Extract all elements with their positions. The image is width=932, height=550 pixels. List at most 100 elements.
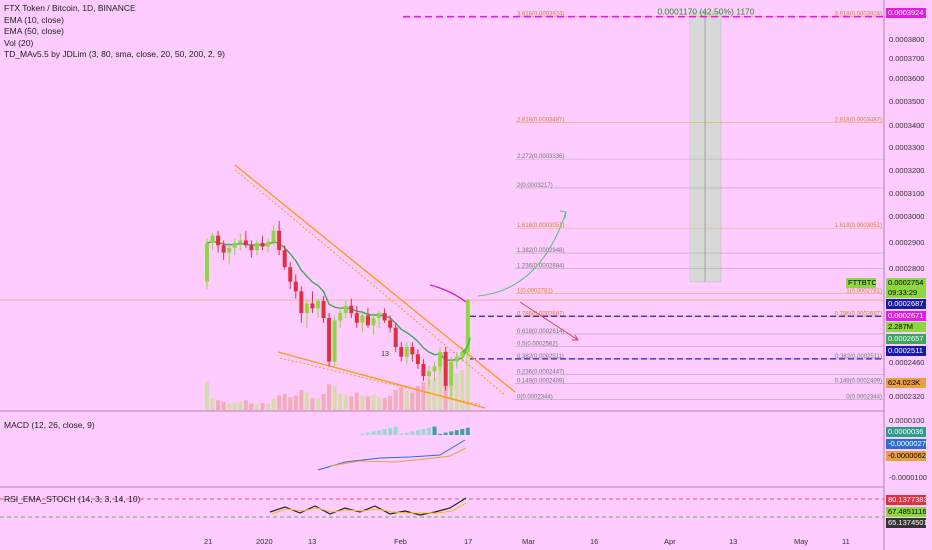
date-axis-tick: 11 xyxy=(842,537,850,546)
candle-body xyxy=(432,366,437,372)
candle-body xyxy=(316,301,320,309)
price-tag: 624.023K xyxy=(886,378,926,388)
candle-body xyxy=(382,313,387,321)
price-axis-tick: 0.0003100 xyxy=(889,189,925,198)
candle-body xyxy=(327,317,332,362)
fib-label: 0.786(0.0002687) xyxy=(517,311,564,317)
macd-histogram-bar xyxy=(454,430,459,435)
price-axis-tick: 0.0003400 xyxy=(889,121,925,130)
price-axis-tick: 0.0003200 xyxy=(889,166,925,175)
fib-label: 2.272(0.0003336) xyxy=(517,154,564,160)
macd-histogram-bar xyxy=(410,431,415,435)
bullish-projection-arrow xyxy=(477,211,567,297)
volume-bar xyxy=(238,402,243,410)
candle-body xyxy=(238,240,243,243)
macd-histogram-bar xyxy=(460,429,465,435)
candle-body xyxy=(371,317,376,326)
candle-body xyxy=(393,327,398,348)
volume-bar xyxy=(377,397,382,410)
volume-bar xyxy=(260,402,265,410)
candle-body xyxy=(427,371,431,377)
price-tag: 2.287M xyxy=(886,322,926,332)
fib-label-right: 3.618(0.0003924) xyxy=(835,12,882,18)
volume-bar xyxy=(388,395,393,410)
candle-body xyxy=(354,313,359,323)
macd-histogram-bar xyxy=(377,430,382,435)
candle-body xyxy=(349,305,354,314)
volume-bar xyxy=(221,402,226,410)
price-tag: 0.0003924 xyxy=(886,8,926,18)
candle-body xyxy=(227,247,232,253)
check-mark xyxy=(462,337,471,353)
candle-body xyxy=(415,354,420,364)
candle-body xyxy=(449,361,454,386)
ema50-line xyxy=(429,284,467,303)
candle-body xyxy=(271,230,276,242)
date-axis-tick: May xyxy=(794,537,809,546)
candle-body xyxy=(465,300,470,352)
volume-bar xyxy=(271,398,276,410)
fib-label: 0.382(0.0002511) xyxy=(517,354,564,360)
rsi-value-tag: 67.4851116 xyxy=(886,507,926,517)
candle-body xyxy=(299,291,304,314)
candle-body xyxy=(421,363,426,377)
candle-body xyxy=(288,267,293,282)
date-axis-tick: 13 xyxy=(308,537,317,546)
candle-body xyxy=(205,242,209,282)
volume-bar xyxy=(382,398,387,410)
volume-label: Vol (20) xyxy=(4,37,34,48)
volume-bar xyxy=(465,334,470,410)
macd-axis-tick: 0.0000100 xyxy=(889,416,925,425)
volume-bar xyxy=(282,394,287,410)
candle-body xyxy=(332,320,337,362)
price-tag: FTTBTC xyxy=(846,278,876,288)
fib-label: 1.236(0.0002884) xyxy=(517,264,564,270)
volume-bar xyxy=(210,398,215,410)
macd-histogram-bar xyxy=(449,431,454,435)
fib-label: 0.5(0.0002562) xyxy=(517,342,558,348)
candle-body xyxy=(210,235,215,243)
candle-body xyxy=(266,241,271,247)
fib-label: 2(0.0003217) xyxy=(517,183,553,189)
macd-value-tag: -0.0000062 xyxy=(886,451,926,461)
candle-body xyxy=(343,305,348,314)
fib-label-right: 0.786(0.0002687) xyxy=(835,311,882,317)
volume-bar xyxy=(293,395,298,410)
bearish-arrow-head xyxy=(572,334,579,341)
wedge-lower-line xyxy=(277,351,486,409)
volume-bar xyxy=(399,387,404,410)
volume-bar xyxy=(427,379,431,410)
rsi-value-tag: 65.1374501 xyxy=(886,518,926,528)
volume-bar xyxy=(254,404,259,410)
fib-label: 0(0.0002344) xyxy=(517,394,553,400)
price-axis-tick: 0.0003700 xyxy=(889,54,925,63)
volume-bar xyxy=(266,403,271,410)
symbol-title: FTX Token / Bitcoin, 1D, BINANCE xyxy=(4,3,136,13)
candle-body xyxy=(304,303,309,314)
fib-label: 1.618(0.0003051) xyxy=(517,223,564,229)
date-axis-tick: 16 xyxy=(590,537,599,546)
bearish-projection-arrow xyxy=(519,301,579,341)
price-axis-tick: 0.0003600 xyxy=(889,74,925,83)
fib-label: 2.618(0.0003487) xyxy=(517,118,564,124)
macd-histogram-bar xyxy=(360,433,365,435)
price-tag: 0.0002687 xyxy=(886,299,926,309)
date-axis-tick: 17 xyxy=(464,537,473,546)
macd-histogram-bar xyxy=(399,433,404,435)
candle-body xyxy=(293,281,298,292)
volume-bar xyxy=(415,386,420,410)
date-axis-tick: Apr xyxy=(664,537,676,546)
candle-body xyxy=(454,356,459,362)
price-axis-tick: 0.0002320 xyxy=(889,392,925,401)
price-axis-tick: 0.0002900 xyxy=(889,238,925,247)
volume-bar xyxy=(454,374,459,410)
date-axis-tick: 21 xyxy=(204,537,213,546)
volume-bar xyxy=(360,395,365,410)
macd-histogram-bar xyxy=(443,432,448,435)
price-axis-tick: 0.0002800 xyxy=(889,264,925,273)
price-axis-tick: 0.0003500 xyxy=(889,97,925,106)
price-axis-tick: 0.0002460 xyxy=(889,358,925,367)
target-annotation: 0.0001170 (42.50%) 1170 xyxy=(657,7,754,17)
